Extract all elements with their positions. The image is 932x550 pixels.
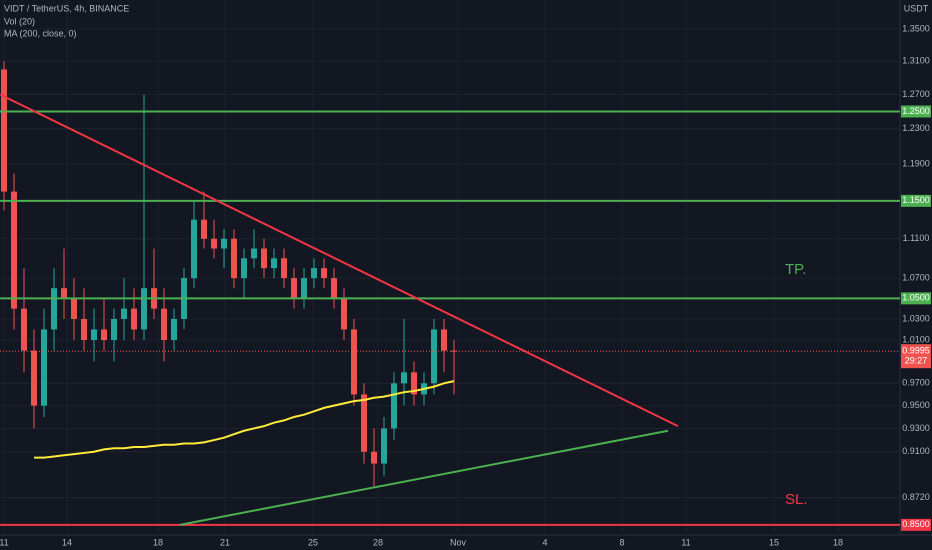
- candle-body: [41, 329, 47, 406]
- candle-body: [221, 238, 227, 249]
- candle-body: [441, 329, 447, 351]
- candle-body: [51, 288, 57, 330]
- candle-body: [131, 308, 137, 330]
- y-tick-label: 1.0300: [902, 313, 930, 323]
- candle-body: [261, 248, 267, 269]
- candle-body: [161, 308, 167, 340]
- y-tick-label: 1.3100: [902, 56, 930, 66]
- candle-body: [251, 248, 257, 259]
- candle-body: [21, 308, 27, 351]
- x-tick-label: 8: [619, 537, 624, 547]
- candle-body: [231, 238, 237, 279]
- candle-body: [201, 219, 207, 239]
- candle-body: [411, 372, 417, 395]
- x-tick-label: 14: [62, 537, 72, 547]
- candle-body: [351, 329, 357, 395]
- candle-body: [271, 258, 277, 269]
- y-tick-label: 1.1900: [902, 159, 930, 169]
- candle-body: [361, 394, 367, 452]
- price-level-tag: [901, 105, 931, 118]
- x-tick-label: 15: [769, 537, 779, 547]
- candle-body: [171, 318, 177, 340]
- y-tick-label: 0.9500: [902, 400, 930, 410]
- candle-body: [381, 428, 387, 464]
- candle-body: [301, 278, 307, 299]
- symbol-title: VIDT / TetherUS, 4h, BINANCE: [4, 3, 129, 13]
- candle-body: [31, 350, 37, 406]
- trendline: [0, 93, 679, 428]
- candle-body: [111, 318, 117, 340]
- candle-body: [321, 268, 327, 279]
- candle-body: [431, 329, 437, 384]
- price-level-label: 1.0500: [902, 293, 930, 303]
- y-tick-label: 0.9700: [902, 378, 930, 388]
- candle-body: [1, 69, 7, 192]
- indicator-label: MA (200, close, 0): [4, 28, 77, 38]
- candle-body: [91, 329, 97, 340]
- y-tick-label: 1.1100: [903, 233, 930, 243]
- grid: [0, 0, 900, 535]
- candle-body: [101, 329, 107, 340]
- x-tick-label: 25: [308, 537, 318, 547]
- candle-body: [61, 288, 67, 299]
- candle-body: [191, 219, 197, 279]
- candle-body: [81, 318, 87, 340]
- y-tick-label: 1.2700: [902, 89, 930, 99]
- candle-body: [341, 298, 347, 330]
- price-level-tag: [901, 518, 931, 531]
- candle-body: [141, 288, 147, 330]
- price-level-tag: [901, 292, 931, 305]
- x-tick-label: 11: [0, 537, 9, 547]
- annotation: TP.: [785, 261, 806, 278]
- candle-body: [241, 258, 247, 279]
- y-tick-label: 0.9100: [902, 446, 930, 456]
- x-tick-label: 11: [681, 537, 690, 547]
- axis: 1.3500 1.3100 1.2700 1.2300 1.1900 1.1100 1.07…: [0, 23, 931, 547]
- moving-average: [34, 380, 455, 459]
- price-level-label: 1.1500: [902, 195, 930, 205]
- x-tick-label: 18: [833, 537, 843, 547]
- candle-body: [71, 298, 77, 319]
- candle-body: [331, 278, 337, 299]
- x-tick-label: 21: [220, 537, 230, 547]
- y-tick-label: 0.8720: [902, 492, 930, 502]
- annotation: SL.: [785, 491, 808, 508]
- y-tick-label: 1.3500: [902, 23, 930, 33]
- x-tick-label: 18: [153, 537, 163, 547]
- y-tick-label: 1.0100: [902, 334, 930, 344]
- candle-body: [371, 451, 377, 464]
- candle-body: [211, 238, 217, 249]
- y-tick-label: 1.2300: [902, 123, 930, 133]
- price-level-tag: [901, 194, 931, 207]
- countdown-label: 29:27: [905, 356, 928, 366]
- plot: TP. SL.: [0, 61, 900, 526]
- candle-body: [121, 308, 127, 319]
- last-price-label: 0.9995: [902, 346, 930, 356]
- price-level-label: 1.2500: [902, 106, 930, 116]
- indicator-label: Vol (20): [4, 16, 35, 26]
- currency-label: USDT: [904, 3, 929, 13]
- y-tick-label: 1.0700: [902, 273, 930, 283]
- trendline: [179, 429, 669, 526]
- price-level-label: 0.8500: [902, 519, 930, 529]
- candle-body: [401, 372, 407, 384]
- candle-body: [281, 258, 287, 279]
- x-tick-label: 4: [542, 537, 547, 547]
- x-tick-label: Nov: [450, 537, 467, 547]
- y-tick-label: 0.9300: [902, 423, 930, 433]
- candle-body: [391, 383, 397, 429]
- candle-body: [11, 191, 17, 309]
- x-tick-label: 28: [373, 537, 383, 547]
- candle-body: [291, 278, 297, 299]
- last-price-tag: [901, 344, 931, 369]
- candle-body: [311, 268, 317, 279]
